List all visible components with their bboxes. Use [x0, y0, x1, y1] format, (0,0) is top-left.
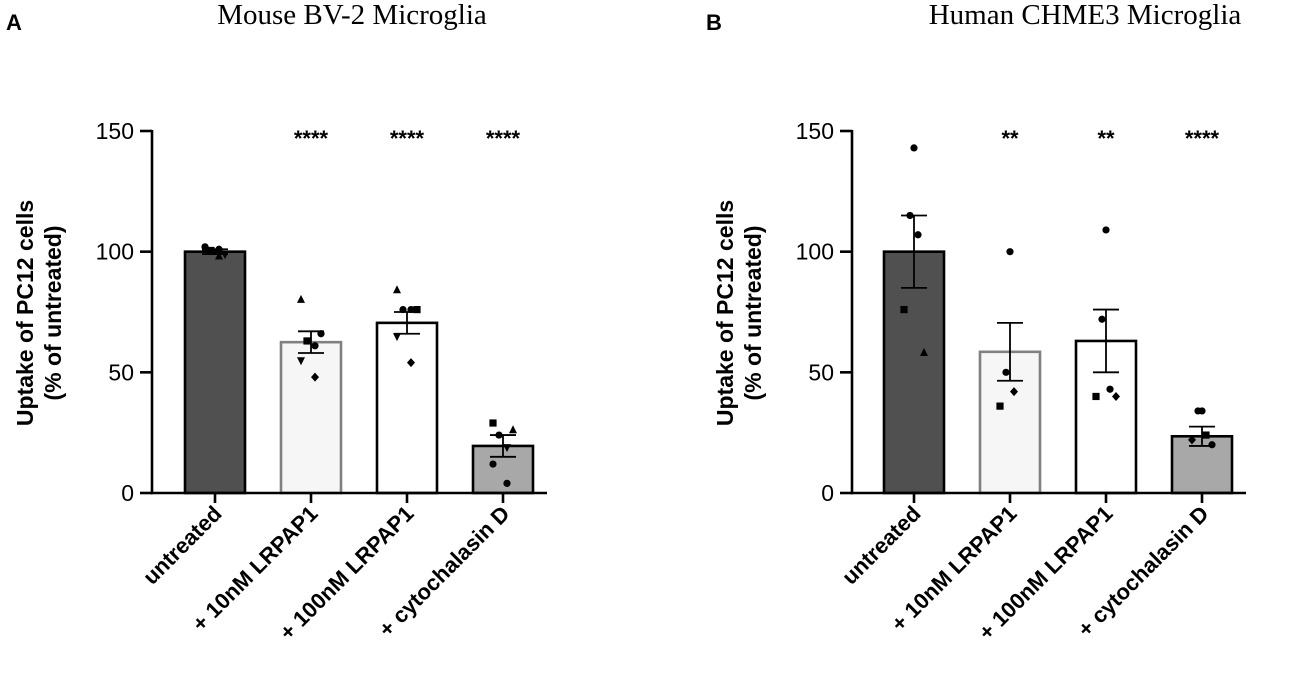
data-point-a-2-0: [393, 285, 401, 294]
data-point-b-0-2: [914, 231, 922, 239]
data-point-a-1-4: [297, 357, 305, 366]
data-point-a-3-2: [495, 431, 503, 439]
y-tick-label-a-0: 0: [121, 480, 134, 506]
data-point-a-0-2: [207, 246, 215, 255]
data-point-a-2-2: [399, 305, 407, 314]
panel-b: B Human CHME3 Microglia Uptake of PC12 c…: [706, 0, 1246, 645]
y-axis-label-b: Uptake of PC12 cells: [712, 200, 738, 426]
y-tick-label-b-1: 50: [808, 359, 834, 385]
data-point-a-0-4: [201, 243, 209, 251]
data-point-b-3-3: [1188, 435, 1196, 445]
y-axis-sublabel-b: (% of untreated): [740, 225, 766, 400]
bar-a-2: [375, 321, 439, 495]
data-point-b-3-1: [1194, 407, 1202, 415]
y-axis-sublabel-a: (% of untreated): [40, 225, 66, 400]
data-point-b-0-1: [906, 211, 914, 220]
panel-a: A Mouse BV-2 Microglia Uptake of PC12 ce…: [6, 0, 547, 645]
bar-a-0: [183, 250, 247, 495]
data-point-b-0-0: [910, 144, 918, 152]
data-point-b-0-3: [900, 305, 908, 314]
chart-title-a: Mouse BV-2 Microglia: [217, 0, 487, 31]
x-tick-label-b-0: untreated: [837, 501, 926, 590]
significance-a-3: ****: [486, 126, 521, 151]
data-point-a-2-5: [407, 358, 415, 368]
data-point-a-0-5: [215, 251, 223, 260]
error-bar-a-3: [490, 434, 516, 458]
y-tick-label-b-0: 0: [821, 480, 834, 506]
data-point-b-1-1: [1002, 368, 1010, 376]
panel-label-a: A: [6, 10, 22, 35]
significance-a-2: ****: [390, 126, 425, 151]
data-point-b-2-4: [1112, 391, 1120, 401]
data-point-a-0-3: [215, 245, 223, 253]
data-point-b-1-0: [1006, 248, 1014, 256]
y-tick-label-a-3: 150: [96, 118, 134, 144]
significance-b-1: **: [1001, 126, 1019, 151]
significance-b-2: **: [1097, 126, 1115, 151]
significance-b-3: ****: [1185, 126, 1220, 151]
data-point-a-1-0: [297, 294, 305, 303]
data-point-b-2-0: [1102, 226, 1110, 234]
x-tick-label-a-0: untreated: [138, 501, 227, 590]
data-point-b-3-4: [1208, 441, 1216, 449]
error-bar-b-1: [997, 321, 1023, 382]
data-point-b-1-2: [1010, 387, 1018, 397]
data-point-a-2-1: [413, 305, 421, 314]
panel-label-b: B: [706, 10, 722, 35]
data-point-b-2-3: [1092, 392, 1100, 401]
data-point-a-1-3: [311, 342, 319, 350]
data-point-b-1-3: [996, 402, 1004, 410]
data-point-b-2-2: [1106, 385, 1114, 393]
chart-title-b: Human CHME3 Microglia: [929, 0, 1242, 31]
data-point-a-3-4: [489, 460, 497, 468]
significance-a-1: ****: [294, 126, 329, 151]
y-tick-label-b-2: 100: [796, 239, 834, 265]
y-tick-label-a-2: 100: [96, 239, 134, 265]
data-point-b-3-2: [1202, 431, 1210, 439]
data-point-a-3-3: [503, 444, 511, 453]
error-bar-b-2: [1093, 308, 1119, 374]
data-point-a-0-1: [221, 251, 229, 260]
data-point-b-2-1: [1098, 315, 1106, 323]
y-tick-label-b-3: 150: [796, 118, 834, 144]
data-point-a-3-0: [489, 419, 497, 427]
data-point-a-3-1: [509, 425, 517, 434]
bar-a-1: [279, 340, 343, 495]
y-tick-label-a-1: 50: [108, 359, 134, 385]
data-point-a-3-5: [503, 479, 511, 487]
data-point-a-1-2: [303, 337, 311, 345]
data-point-a-1-5: [311, 372, 319, 382]
data-point-a-2-4: [393, 333, 401, 342]
y-axis-label-a: Uptake of PC12 cells: [12, 200, 38, 426]
data-point-b-0-4: [920, 348, 928, 357]
error-bar-b-0: [901, 214, 927, 289]
data-point-a-2-3: [407, 305, 415, 314]
data-point-a-1-1: [317, 330, 325, 338]
